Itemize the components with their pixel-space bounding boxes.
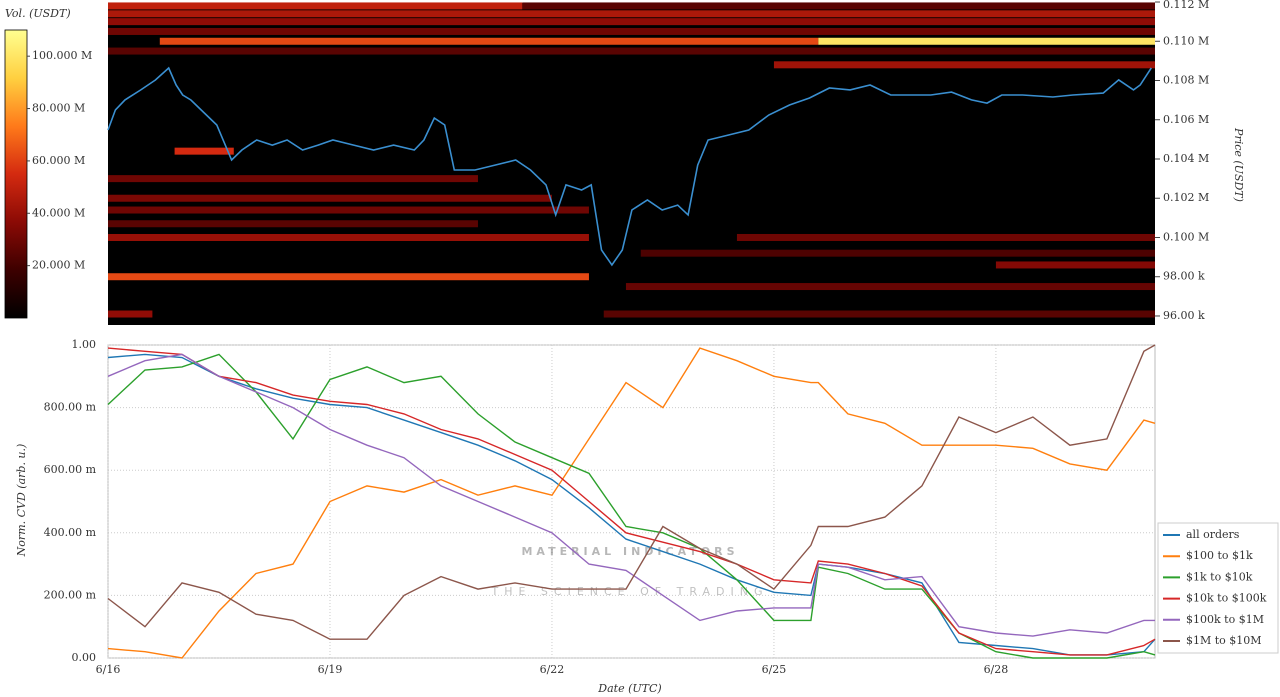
heatmap-cell (108, 27, 1155, 35)
x-tick-label: 6/22 (540, 663, 565, 676)
heatmap-cell (625, 283, 1155, 291)
y-tick-label: 96.00 k (1163, 309, 1205, 322)
heatmap-cell (174, 147, 234, 155)
y-tick-label: 600.00 m (44, 463, 97, 476)
legend-label: all orders (1186, 528, 1240, 541)
series-line (107, 344, 1156, 640)
legend-label: $100 to $1k (1186, 549, 1253, 562)
x-tick-label: 6/19 (318, 663, 343, 676)
heatmap-cell (108, 220, 478, 228)
colorbar-tick-label: 80.000 M (32, 102, 85, 115)
heatmap-cell (108, 2, 523, 10)
series-line (107, 347, 1156, 656)
x-tick-label: 6/25 (762, 663, 787, 676)
y-tick-label: 0.106 M (1163, 113, 1209, 126)
heatmap-cell (603, 310, 1155, 318)
cvd-axis-title: Norm. CVD (arb. u.) (15, 444, 28, 558)
plot-area (107, 344, 1156, 659)
legend-label: $1k to $10k (1186, 570, 1253, 583)
heatmap-background (108, 3, 1155, 325)
heatmap-cell (773, 61, 1155, 69)
heatmap-cell (108, 273, 589, 281)
y-tick-label: 0.112 M (1163, 0, 1209, 11)
y-tick-label: 1.00 (72, 338, 97, 351)
heatmap-cell (522, 2, 1155, 10)
heatmap-cell (108, 194, 552, 202)
watermark: MATERIAL INDICATORS (521, 545, 738, 558)
price-line (107, 66, 1152, 267)
legend-box (1157, 522, 1279, 654)
series-line (107, 353, 1155, 637)
watermark-subtitle: THE SCIENCE OF TRADING (490, 585, 768, 598)
heatmap-cell (108, 47, 1155, 55)
series-line (107, 353, 1156, 659)
heatmap-cell (995, 261, 1155, 269)
colorbar-tick-label: 60.000 M (32, 154, 85, 167)
heatmap-cell (108, 206, 589, 214)
heatmap-cell (736, 233, 1155, 241)
heatmap-cell (640, 249, 1155, 257)
colorbar-tick-label: 100.000 M (32, 49, 92, 62)
y-tick-label: 0.104 M (1163, 152, 1209, 165)
y-tick-label: 800.00 m (44, 401, 97, 414)
price-axis-title: Price (USDT) (1232, 127, 1245, 202)
heatmap-cell (108, 18, 1155, 26)
legend-label: $1M to $10M (1186, 634, 1262, 647)
heatmap-cell (108, 175, 478, 183)
series-line (107, 347, 1156, 659)
legend-label: $10k to $100k (1186, 592, 1267, 605)
y-tick-label: 400.00 m (44, 526, 97, 539)
y-tick-label: 200.00 m (44, 588, 97, 601)
x-tick-label: 6/28 (984, 663, 1009, 676)
y-tick-label: 0.110 M (1163, 34, 1209, 47)
y-tick-label: 0.100 M (1163, 230, 1209, 243)
y-tick-label: 0.00 (72, 651, 97, 664)
y-tick-label: 0.102 M (1163, 191, 1209, 204)
heatmap-cell (159, 37, 819, 45)
heatmap-cell (108, 10, 1155, 18)
colorbar-tick-label: 40.000 M (32, 206, 85, 219)
heatmap-cell (108, 310, 153, 318)
legend-label: $100k to $1M (1186, 613, 1264, 626)
colorbar (4, 29, 28, 319)
y-tick-label: 98.00 k (1163, 270, 1205, 283)
colorbar-title: Vol. (USDT) (5, 7, 71, 20)
heatmap-cell (818, 37, 1155, 45)
colorbar-tick-label: 20.000 M (32, 259, 85, 272)
x-axis-title: Date (UTC) (597, 682, 661, 695)
x-tick-label: 6/16 (96, 663, 121, 676)
heatmap-cell (108, 233, 589, 241)
series-line (107, 353, 1156, 656)
y-tick-label: 0.108 M (1163, 74, 1209, 87)
